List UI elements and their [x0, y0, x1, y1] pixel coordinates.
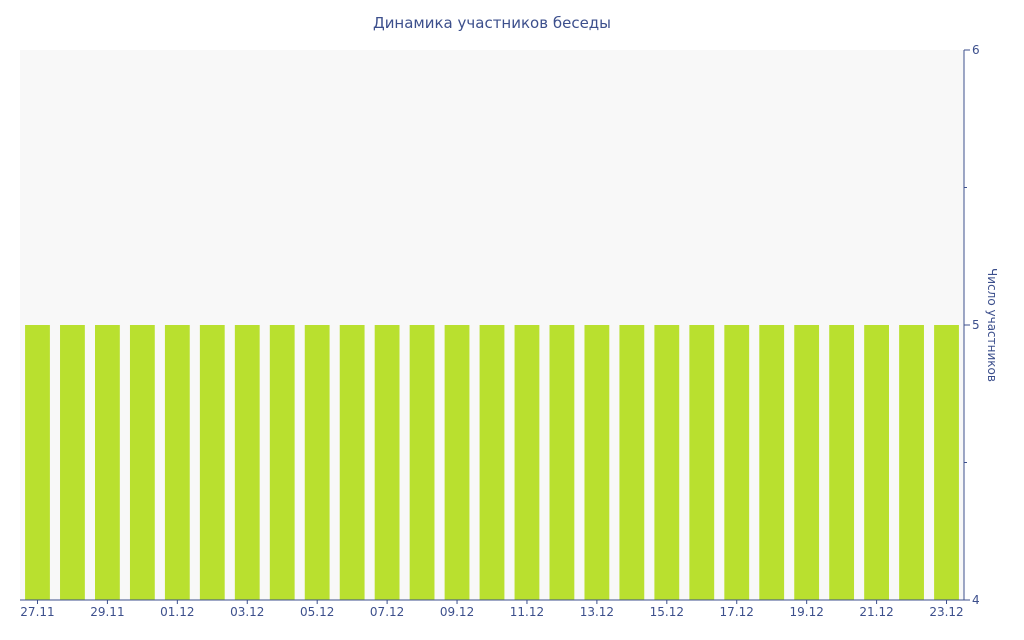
y-axis-label: Число участников [985, 268, 999, 382]
y-tick-label-5: 5 [972, 318, 980, 332]
y-tick-label-6: 6 [972, 43, 980, 57]
bar-27.11 [25, 325, 50, 600]
bar-16.12 [689, 325, 715, 600]
x-tick-label-01.12: 01.12 [160, 605, 194, 619]
bar-12.12 [549, 325, 575, 600]
x-tick-label-13.12: 13.12 [580, 605, 614, 619]
x-tick-label-17.12: 17.12 [720, 605, 754, 619]
x-tick-label-05.12: 05.12 [300, 605, 334, 619]
bar-28.11 [60, 325, 85, 600]
bar-17.12 [724, 325, 750, 600]
x-tick-label-23.12: 23.12 [929, 605, 963, 619]
bars-group [25, 325, 959, 600]
x-tick-label-21.12: 21.12 [859, 605, 893, 619]
chart-title: Динамика участников беседы [373, 14, 611, 32]
bar-01.12 [164, 325, 190, 600]
y-ticks-group: 4 5 6 [964, 43, 980, 607]
bar-18.12 [759, 325, 785, 600]
bar-02.12 [199, 325, 225, 600]
bar-07.12 [374, 325, 400, 600]
bar-22.12 [899, 325, 924, 600]
bar-13.12 [584, 325, 610, 600]
bar-06.12 [339, 325, 365, 600]
x-tick-label-15.12: 15.12 [650, 605, 684, 619]
x-tick-label-19.12: 19.12 [789, 605, 823, 619]
bar-11.12 [514, 325, 540, 600]
bar-14.12 [619, 325, 645, 600]
x-tick-label-11.12: 11.12 [510, 605, 544, 619]
x-tick-label-29.11: 29.11 [90, 605, 124, 619]
bar-05.12 [304, 325, 330, 600]
bar-09.12 [444, 325, 470, 600]
x-tick-label-03.12: 03.12 [230, 605, 264, 619]
x-ticks-group: 27.11 29.11 01.12 03.12 05.12 07.12 09.12 11.12… [20, 600, 964, 619]
bar-19.12 [794, 325, 820, 600]
bar-03.12 [234, 325, 260, 600]
x-tick-label-27.11: 27.11 [20, 605, 54, 619]
bar-23.12 [934, 325, 959, 600]
x-tick-label-07.12: 07.12 [370, 605, 404, 619]
bar-04.12 [269, 325, 295, 600]
bar-10.12 [479, 325, 505, 600]
bar-20.12 [829, 325, 855, 600]
bar-15.12 [654, 325, 680, 600]
bar-08.12 [409, 325, 435, 600]
x-tick-label-09.12: 09.12 [440, 605, 474, 619]
bar-30.11 [129, 325, 155, 600]
bar-29.11 [95, 325, 120, 600]
bar-21.12 [864, 325, 889, 600]
y-tick-label-4: 4 [972, 593, 980, 607]
